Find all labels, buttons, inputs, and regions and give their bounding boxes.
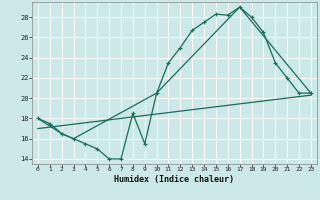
X-axis label: Humidex (Indice chaleur): Humidex (Indice chaleur) bbox=[115, 175, 234, 184]
